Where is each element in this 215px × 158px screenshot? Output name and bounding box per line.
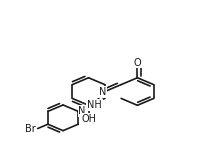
Text: O: O bbox=[134, 58, 141, 68]
Text: Br: Br bbox=[25, 124, 36, 134]
Text: N: N bbox=[99, 87, 106, 97]
Text: OH: OH bbox=[81, 114, 96, 124]
Text: NH: NH bbox=[87, 100, 102, 110]
Text: N: N bbox=[78, 106, 86, 116]
